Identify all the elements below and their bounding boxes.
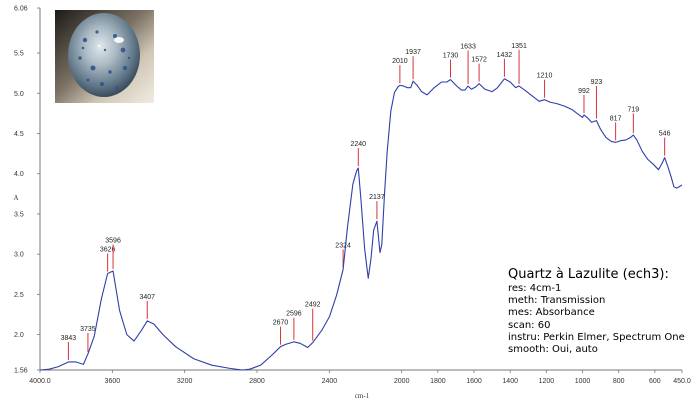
peak-label: 2240 bbox=[350, 141, 366, 148]
peak-label: 1633 bbox=[460, 44, 476, 51]
peak-label: 3843 bbox=[61, 335, 77, 342]
peak-label: 1210 bbox=[537, 73, 553, 80]
x-tick-label: 800 bbox=[613, 378, 625, 385]
spectrum-line bbox=[39, 78, 683, 371]
y-tick-label: 5.5 bbox=[14, 51, 24, 58]
sample-info: Quartz à Lazulite (ech3): res: 4cm-1 met… bbox=[508, 267, 698, 356]
peak-label: 817 bbox=[610, 115, 622, 122]
x-tick-label: 2400 bbox=[322, 378, 338, 385]
x-axis-label: cm-1 bbox=[355, 392, 370, 400]
peak-label: 1572 bbox=[471, 57, 487, 64]
peak-label: 3626 bbox=[100, 246, 116, 253]
y-tick-label: 3.5 bbox=[14, 211, 24, 218]
y-tick-label: 4.5 bbox=[14, 131, 24, 138]
peak-label: 992 bbox=[578, 88, 590, 95]
peak-label: 719 bbox=[628, 106, 640, 113]
x-tick-label: 1600 bbox=[466, 378, 482, 385]
x-tick-label: 450.0 bbox=[673, 378, 691, 385]
peak-label: 2596 bbox=[286, 311, 302, 318]
peak-label: 2324 bbox=[335, 242, 351, 249]
x-tick-label: 600 bbox=[649, 378, 661, 385]
y-tick-label: 1.56 bbox=[14, 368, 28, 375]
x-tick-label: 1000 bbox=[575, 378, 591, 385]
x-tick-label: 2800 bbox=[249, 378, 265, 385]
peak-label: 3596 bbox=[105, 237, 121, 244]
info-resolution: res: 4cm-1 bbox=[508, 283, 562, 294]
info-measure: mes: Absorbance bbox=[508, 307, 595, 319]
y-tick-label: 4.0 bbox=[14, 171, 24, 178]
y-tick-label: 6.06 bbox=[14, 6, 28, 13]
y-tick-label: 3.0 bbox=[14, 252, 24, 259]
x-tick-label: 1200 bbox=[539, 378, 555, 385]
info-instrument: instru: Perkin Elmer, Spectrum One bbox=[508, 331, 685, 343]
peak-label: 1937 bbox=[405, 49, 421, 56]
tick-labels: 4000.0 3600 3200 2800 2400 2000 1800 1600 1400 12… bbox=[14, 6, 691, 386]
peak-label: 3407 bbox=[139, 294, 155, 301]
x-tick-label: 2000 bbox=[394, 378, 410, 385]
peak-label: 923 bbox=[591, 79, 603, 86]
peak-label: 2137 bbox=[369, 194, 385, 201]
peak-label: 2670 bbox=[273, 320, 289, 327]
gem-photo bbox=[55, 10, 154, 103]
peak-label: 546 bbox=[659, 131, 671, 138]
y-axis-label: A bbox=[13, 194, 18, 202]
x-tick-label: 1400 bbox=[502, 378, 518, 385]
peak-label: 2010 bbox=[392, 58, 408, 65]
y-tick-label: 5.0 bbox=[14, 91, 24, 98]
y-tick-label: 2.0 bbox=[14, 332, 24, 339]
info-smoothing: smooth: Oui, auto bbox=[508, 344, 598, 356]
peak-label: 1432 bbox=[497, 52, 513, 59]
peak-label: 3735 bbox=[80, 326, 96, 333]
x-tick-label: 3200 bbox=[177, 378, 193, 385]
x-tick-label: 1800 bbox=[430, 378, 446, 385]
peak-label: 1730 bbox=[443, 53, 459, 60]
peak-label: 2492 bbox=[305, 302, 321, 309]
x-tick-label: 3600 bbox=[105, 378, 121, 385]
sample-title: Quartz à Lazulite (ech3): bbox=[508, 267, 669, 282]
info-method: meth: Transmission bbox=[508, 295, 606, 307]
info-scans: scan: 60 bbox=[508, 319, 551, 331]
y-tick-label: 2.5 bbox=[14, 292, 24, 299]
x-tick-label: 4000.0 bbox=[29, 378, 51, 385]
peak-label: 1351 bbox=[511, 43, 527, 50]
axes bbox=[39, 8, 682, 371]
